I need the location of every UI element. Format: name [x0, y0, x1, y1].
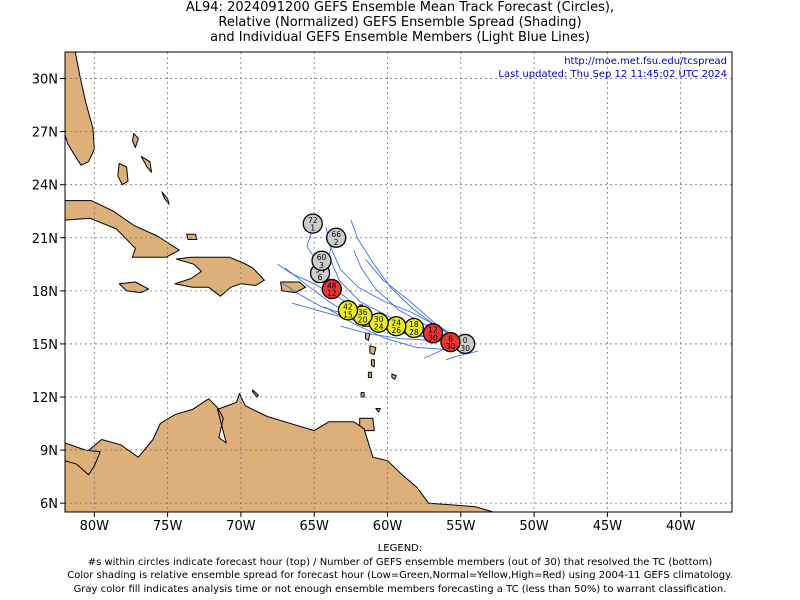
- forecast-hour-label: 72: [308, 216, 318, 225]
- legend-heading: LEGEND:: [377, 543, 423, 554]
- forecast-hour-label: 48: [327, 281, 337, 290]
- lat-tick-label: 9N: [40, 444, 58, 459]
- axis-ticks: 80W 75W 70W 65W 60W 55W 50W 45W 40W 30N 27N 24N 21N 1…: [32, 73, 696, 534]
- lat-lon-grid: [65, 52, 732, 512]
- forecast-hour-label: 66: [331, 230, 341, 239]
- lon-tick-label: 80W: [80, 519, 110, 534]
- legend-line-1: #s within circles indicate forecast hour…: [87, 556, 713, 568]
- forecast-hour-label: 42: [343, 303, 353, 312]
- forecast-point: 630: [440, 332, 461, 353]
- land-florida: [65, 52, 95, 166]
- lon-tick-label: 75W: [153, 519, 183, 534]
- lat-tick-label: 15N: [32, 338, 58, 353]
- lon-tick-label: 40W: [666, 519, 696, 534]
- lon-tick-label: 55W: [446, 519, 476, 534]
- lat-tick-label: 6N: [40, 497, 58, 512]
- land-barbados: [391, 373, 397, 380]
- land-puerto-rico: [280, 281, 306, 294]
- member-count-label: 26: [392, 326, 402, 335]
- land-masses: [65, 52, 494, 512]
- forecast-hour-label: 30: [374, 315, 384, 324]
- forecast-circle: [302, 213, 323, 234]
- land-hispaniola: [174, 256, 265, 297]
- forecast-hour-label: 18: [409, 320, 419, 329]
- map-frame: [64, 51, 733, 513]
- member-count-label: 24: [374, 323, 384, 332]
- land-inagua: [186, 233, 198, 240]
- forecast-hour-label: 36: [358, 308, 368, 317]
- land-tobago: [375, 408, 381, 413]
- title-line-2: Relative (Normalized) GEFS Ensemble Spre…: [218, 15, 582, 30]
- forecast-point: 721: [302, 213, 323, 234]
- lon-tick-label: 50W: [519, 519, 549, 534]
- forecast-circle: [422, 323, 444, 344]
- member-count-label: 3: [319, 261, 324, 270]
- source-url: http://moe.met.fsu.edu/tcspread: [564, 56, 727, 67]
- land-south-america: [65, 393, 494, 512]
- legend-line-3: Gray color fill indicates analysis time …: [73, 583, 727, 595]
- member-count-label: 30: [460, 344, 470, 353]
- land-grenada: [360, 392, 365, 398]
- last-updated: Last updated: Thu Sep 12 11:45:02 UTC 20…: [498, 69, 727, 80]
- land-central-america: [65, 442, 101, 476]
- lat-tick-label: 21N: [32, 232, 58, 247]
- land-jamaica: [118, 281, 150, 294]
- land-eleuthera: [140, 155, 152, 173]
- member-count-label: 12: [327, 289, 337, 298]
- legend: LEGEND: #s within circles indicate forec…: [0, 542, 800, 596]
- forecast-circle: [337, 300, 359, 321]
- forecast-point: 603: [311, 250, 332, 271]
- mean-track-circles: 0306301230182824263024362042154812546603…: [302, 213, 476, 355]
- lon-tick-label: 65W: [300, 519, 330, 534]
- land-long-island: [161, 191, 170, 205]
- chart-title: AL94: 2024091200 GEFS Ensemble Mean Trac…: [0, 0, 800, 45]
- member-count-label: 30: [446, 342, 456, 351]
- lat-tick-label: 18N: [32, 285, 58, 300]
- forecast-circle: [440, 332, 461, 353]
- land-st-vincent: [367, 371, 372, 378]
- title-line-1: AL94: 2024091200 GEFS Ensemble Mean Trac…: [185, 0, 615, 15]
- forecast-hour-label: 12: [428, 326, 438, 335]
- title-line-3: and Individual GEFS Ensemble Members (Li…: [210, 30, 590, 45]
- forecast-circle: [326, 227, 347, 248]
- lon-tick-label: 60W: [373, 519, 403, 534]
- land-andros: [117, 163, 129, 186]
- member-count-label: 20: [358, 316, 368, 325]
- forecast-point: 662: [326, 227, 347, 248]
- lon-tick-label: 45W: [593, 519, 623, 534]
- ensemble-member-track: [365, 258, 466, 345]
- forecast-hour-label: 24: [392, 318, 402, 327]
- forecast-circle: [311, 250, 332, 271]
- member-count-label: 1: [310, 224, 315, 233]
- lon-tick-label: 70W: [226, 519, 256, 534]
- member-count-label: 30: [428, 333, 438, 342]
- lat-tick-label: 12N: [32, 391, 58, 406]
- legend-line-2: Color shading is relative ensemble sprea…: [67, 570, 733, 581]
- land-martinique: [369, 345, 377, 355]
- member-count-label: 2: [334, 238, 339, 247]
- forecast-hour-label: 0: [463, 336, 468, 345]
- member-count-label: 28: [409, 328, 419, 337]
- lat-tick-label: 30N: [32, 73, 58, 88]
- lat-tick-label: 27N: [32, 126, 58, 141]
- land-st-lucia: [370, 359, 375, 368]
- lat-tick-label: 24N: [32, 179, 58, 194]
- land-cuba: [65, 200, 180, 258]
- land-abaco: [131, 132, 139, 148]
- forecast-circle: [321, 278, 342, 300]
- ensemble-member-track: [445, 350, 479, 361]
- member-count-label: 15: [343, 310, 353, 319]
- forecast-hour-label: 60: [317, 253, 327, 262]
- forecast-hour-label: 6: [448, 334, 453, 343]
- member-count-label: 6: [318, 273, 323, 282]
